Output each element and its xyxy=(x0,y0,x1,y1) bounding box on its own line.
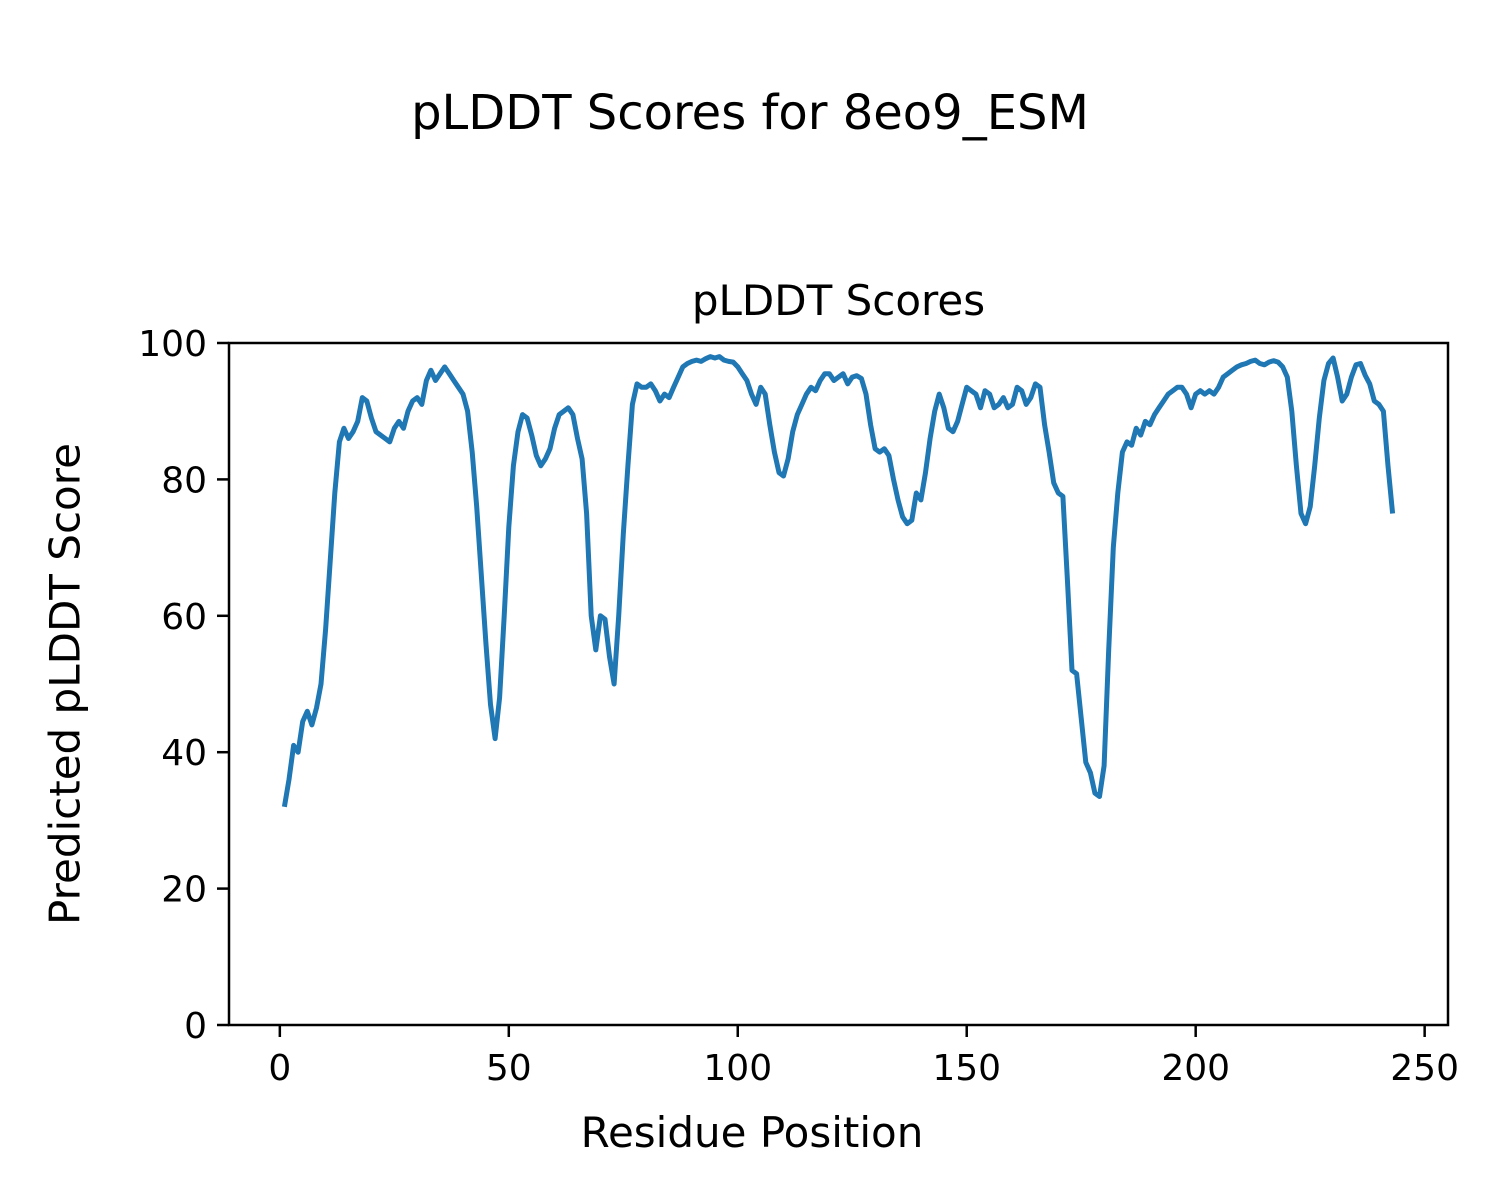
y-tick-label: 0 xyxy=(184,1006,207,1047)
figure-suptitle: pLDDT Scores for 8eo9_ESM xyxy=(411,85,1089,141)
y-tick-label: 60 xyxy=(161,597,207,638)
y-axis-label: Predicted pLDDT Score xyxy=(40,443,90,925)
y-tick-label: 100 xyxy=(138,324,207,365)
y-axis-ticks: 0 20 40 60 80 100 xyxy=(138,324,229,1047)
y-tick-label: 20 xyxy=(161,870,207,911)
x-tick-label: 250 xyxy=(1390,1048,1459,1089)
plot-area-border xyxy=(227,341,1450,1027)
x-axis-label: Residue Position xyxy=(580,1108,924,1157)
x-tick-label: 50 xyxy=(486,1048,532,1089)
plddt-line xyxy=(281,354,1396,808)
x-tick-label: 200 xyxy=(1161,1048,1230,1089)
x-tick-label: 150 xyxy=(932,1048,1001,1089)
axes-title: pLDDT Scores xyxy=(691,276,986,325)
y-tick-label: 40 xyxy=(161,733,207,774)
x-axis-ticks: 0 50 100 150 200 250 xyxy=(268,1025,1459,1089)
y-tick-label: 80 xyxy=(161,460,207,501)
x-tick-label: 0 xyxy=(268,1048,291,1089)
x-tick-label: 100 xyxy=(703,1048,772,1089)
